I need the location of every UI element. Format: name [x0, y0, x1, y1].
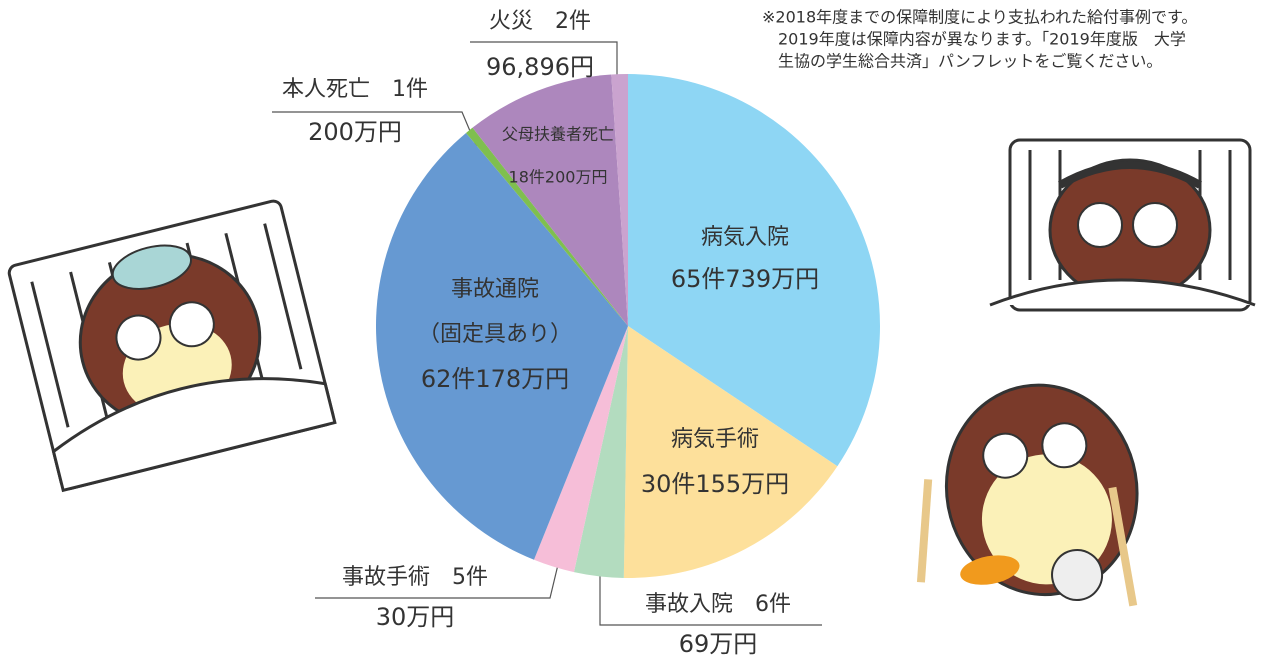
category-label: 事故入院 6件: [645, 592, 791, 617]
value-label: 200万円: [308, 118, 402, 146]
illustration-sick-owl: [8, 199, 335, 490]
category-label: 事故通院: [451, 277, 539, 302]
value-label: 18件200万円: [509, 168, 608, 187]
category-label: 病気入院: [701, 225, 789, 250]
value-label: 62件178万円: [421, 365, 569, 393]
annotation: （固定具あり）: [418, 322, 572, 347]
category-label: 父母扶養者死亡: [502, 125, 614, 144]
note: ※2018年度までの保障制度により支払われた給付事例です。: [762, 8, 1197, 27]
value-label: 65件739万円: [671, 265, 819, 293]
category-label: 病気手術: [671, 427, 759, 452]
value-label: 30件155万円: [641, 470, 789, 498]
category-label: 本人死亡 1件: [282, 77, 428, 102]
illustration-crutch-owl: [891, 370, 1158, 641]
note: 2019年度は保障内容が異なります。「2019年度版 大学: [778, 30, 1186, 49]
chart: 病気入院 65件739万円病気手術 30件155万円事故入院 6件 69万円 事故手術 …: [0, 0, 1284, 661]
value-label: 96,896円: [486, 53, 594, 81]
value-label: 69万円: [679, 630, 758, 658]
note: 生協の学生総合共済」パンフレットをご覧ください。: [778, 52, 1162, 71]
illustration-bandaged-owl: [990, 140, 1255, 310]
category-label: 事故手術 5件: [342, 565, 488, 590]
value-label: 30万円: [376, 603, 455, 631]
category-label: 火災 2件: [489, 9, 591, 34]
